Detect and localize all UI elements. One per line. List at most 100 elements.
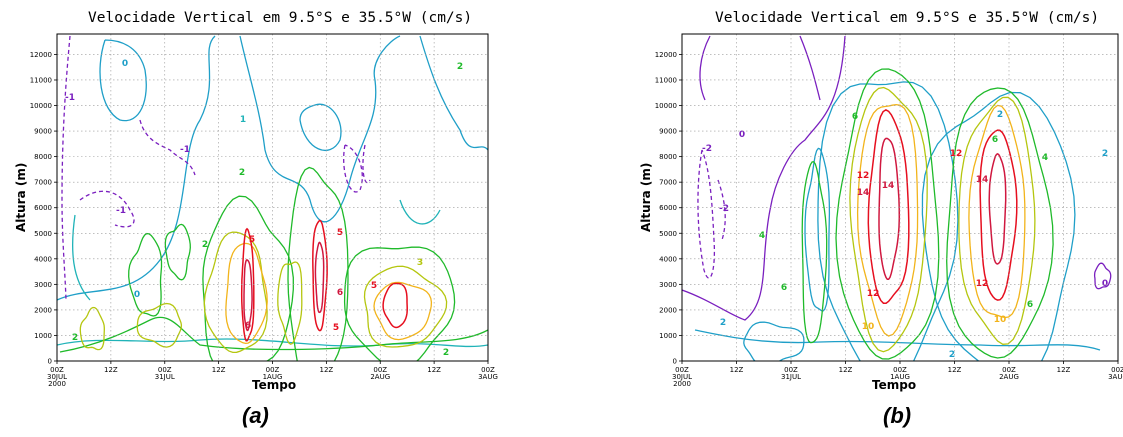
contour-label: 5 bbox=[249, 235, 255, 245]
contour-line bbox=[804, 147, 831, 312]
contour-label: 2 bbox=[443, 348, 449, 358]
contour-line bbox=[699, 35, 711, 101]
contour-line bbox=[164, 223, 191, 281]
contour-line bbox=[817, 81, 959, 361]
y-tick-label: 4000 bbox=[34, 255, 52, 263]
negative-contour bbox=[139, 119, 196, 176]
x-tick-label: 12Z bbox=[730, 366, 744, 374]
contour-line bbox=[878, 137, 901, 281]
contour-label: -1 bbox=[65, 93, 75, 103]
y-tick-label: 10000 bbox=[655, 102, 677, 110]
contour-chart-a: -1 -1 -1 0 0 1 2 2 2 5 6 5 6 5 5 2 2 3 0 1000 2000 3000 4000 50… bbox=[30, 33, 498, 388]
contour-line bbox=[835, 68, 940, 360]
contour-line bbox=[958, 96, 1036, 345]
contour-line bbox=[1093, 262, 1112, 290]
y-tick-label: 0 bbox=[673, 358, 677, 366]
x-tick-label: 30JUL bbox=[672, 373, 692, 381]
contour-label: 2 bbox=[457, 62, 463, 72]
panel-caption: (a) bbox=[242, 403, 269, 428]
x-tick-label: 2000 bbox=[673, 380, 691, 388]
contour-line bbox=[59, 316, 488, 353]
contour-label: 6 bbox=[992, 135, 998, 145]
contour-label: -2 bbox=[702, 144, 712, 154]
contour-line bbox=[99, 39, 147, 122]
contour-line bbox=[136, 302, 183, 348]
x-tick-label: 30JUL bbox=[47, 373, 67, 381]
grid bbox=[57, 34, 488, 361]
y-tick-label: 2000 bbox=[659, 306, 677, 314]
x-axis-label: Tempo bbox=[252, 378, 297, 392]
contour-label: -1 bbox=[180, 145, 190, 155]
x-tick-label: 12Z bbox=[320, 366, 334, 374]
contour-line bbox=[921, 91, 1076, 361]
contour-label: 6 bbox=[245, 321, 251, 331]
chart-title: Velocidade Vertical em 9.5°S e 35.5°W (c… bbox=[88, 10, 473, 26]
contour-label: 2 bbox=[72, 333, 78, 343]
x-tick-label: 00Z bbox=[373, 366, 387, 374]
contour-line bbox=[373, 281, 433, 341]
x-axis-label: Tempo bbox=[872, 378, 917, 392]
y-tick-label: 12000 bbox=[655, 51, 677, 59]
contour-label: 10 bbox=[994, 315, 1007, 325]
contour-line bbox=[225, 242, 268, 345]
contour-line bbox=[71, 214, 91, 301]
x-tick-label: 12Z bbox=[212, 366, 226, 374]
contour-label: 3 bbox=[417, 258, 423, 268]
y-tick-label: 6000 bbox=[659, 204, 677, 212]
plot-frame bbox=[56, 33, 489, 362]
x-tick-label: 2000 bbox=[48, 380, 66, 388]
grid bbox=[682, 34, 1118, 361]
contour-line bbox=[968, 104, 1026, 319]
contour-label: 4 bbox=[759, 231, 765, 241]
contour-line bbox=[856, 103, 919, 337]
panel-b: Velocidade Vertical em 9.5°S e 35.5°W (c… bbox=[600, 0, 1123, 437]
contour-line bbox=[312, 219, 328, 332]
contour-line bbox=[277, 261, 303, 345]
contour-line bbox=[343, 246, 456, 361]
contour-label: 12 bbox=[857, 171, 870, 181]
contour-line bbox=[57, 35, 216, 301]
x-tick-label: 31JUL bbox=[781, 373, 801, 381]
contour-label: 10 bbox=[862, 322, 875, 332]
contour-label: 12 bbox=[976, 279, 989, 289]
contour-line bbox=[682, 35, 846, 321]
y-tick-label: 3000 bbox=[659, 281, 677, 289]
contour-line bbox=[988, 153, 1007, 265]
y-tick-label: 11000 bbox=[30, 76, 52, 84]
contour-line bbox=[799, 35, 821, 101]
negative-contour bbox=[79, 190, 135, 228]
x-tick-label: 00Z bbox=[784, 366, 798, 374]
contour-label: 2 bbox=[997, 110, 1003, 120]
negative-contour bbox=[697, 149, 716, 279]
contour-line bbox=[287, 166, 349, 361]
y-tick-label: 9000 bbox=[34, 128, 52, 136]
contour-label: 5 bbox=[371, 281, 377, 291]
x-tick-label: 3AUG bbox=[1108, 373, 1123, 381]
y-tick-label: 7000 bbox=[34, 179, 52, 187]
panel-a: Velocidade Vertical em 9.5°S e 35.5°W (c… bbox=[0, 0, 540, 437]
x-tick-label: 3AUG bbox=[478, 373, 498, 381]
x-tick-label: 1AUG bbox=[890, 373, 910, 381]
contour-line bbox=[399, 199, 441, 225]
contour-label: 1 bbox=[240, 115, 246, 125]
contour-line bbox=[946, 87, 1054, 359]
contour-chart-b: -2 -2 0 2 4 6 12 14 14 12 10 12 14 12 10 6 4 6 6 2 2 2 0 0 1000 2… bbox=[655, 33, 1123, 388]
contour-label: 2 bbox=[720, 318, 726, 328]
contour-label: 6 bbox=[781, 283, 787, 293]
contours: -1 -1 -1 0 0 1 2 2 2 5 6 5 6 5 5 2 2 3 bbox=[57, 35, 488, 361]
contour-line bbox=[419, 35, 488, 151]
negative-contour bbox=[61, 35, 71, 301]
y-tick-label: 0 bbox=[48, 358, 52, 366]
contour-label: 6 bbox=[337, 288, 343, 298]
contour-line bbox=[382, 282, 408, 329]
y-tick-label: 9000 bbox=[659, 128, 677, 136]
contour-label: -1 bbox=[116, 206, 126, 216]
contour-label: 12 bbox=[867, 289, 880, 299]
negative-contour bbox=[362, 144, 371, 184]
x-tick-label: 00Z bbox=[893, 366, 907, 374]
x-tick-label: 1AUG bbox=[263, 373, 283, 381]
x-tick-label: 12Z bbox=[427, 366, 441, 374]
contour-label: 2 bbox=[239, 168, 245, 178]
contour-line bbox=[694, 329, 1101, 351]
contour-label: 2 bbox=[202, 240, 208, 250]
